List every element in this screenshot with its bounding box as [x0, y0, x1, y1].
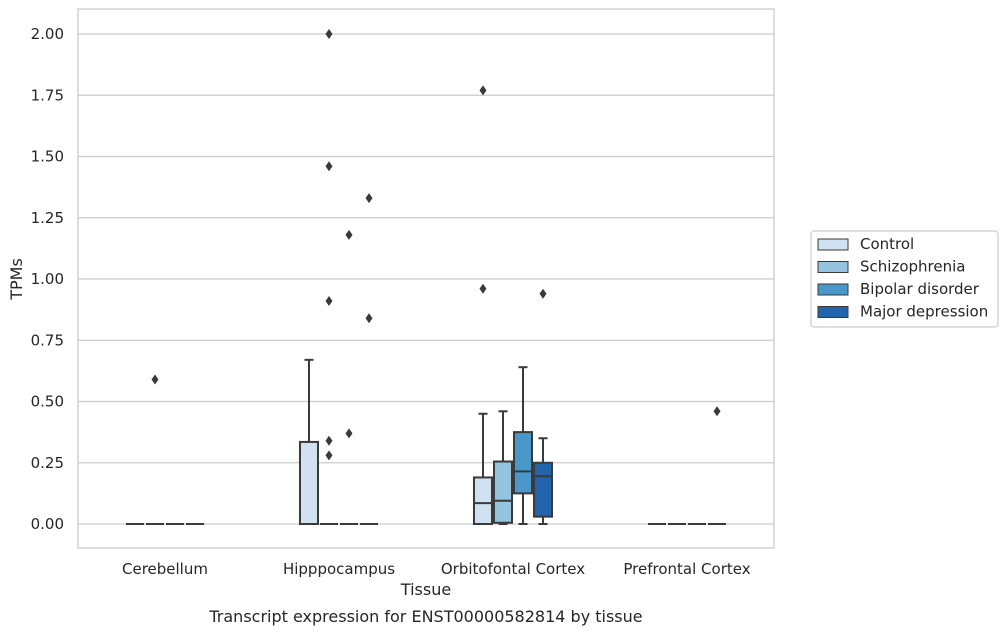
- x-tick-labels: Cerebellum Hipppocampus Orbitofontal Corte…: [122, 560, 751, 578]
- legend: Control Schizophrenia Bipolar disorder Majo…: [810, 230, 999, 328]
- box-series: [125, 29, 727, 526]
- x-axis-label: Tissue: [400, 580, 451, 599]
- legend-swatch: [817, 283, 849, 296]
- outlier-point: [345, 229, 353, 240]
- y-tick-label: 0.50: [31, 393, 64, 411]
- legend-label: Major depression: [860, 303, 988, 321]
- box-schizophrenia: [319, 29, 338, 525]
- y-axis-label: TPMs: [7, 258, 26, 301]
- legend-label: Schizophrenia: [860, 258, 965, 276]
- legend-swatch: [817, 306, 849, 318]
- legend-frame: [810, 230, 999, 328]
- legend-swatch: [817, 261, 849, 273]
- legend-label: Control: [860, 235, 914, 253]
- chart-caption: Transcript expression for ENST0000058281…: [208, 607, 642, 626]
- box-control: [472, 85, 493, 526]
- outlier-point: [325, 161, 333, 172]
- outlier-point: [325, 296, 333, 307]
- y-tick-label: 1.00: [31, 270, 64, 288]
- box-bipolar-disorder: [513, 366, 534, 525]
- outlier-point: [325, 29, 333, 39]
- legend-swatch: [817, 238, 849, 251]
- outlier-point: [479, 85, 487, 96]
- legend-label: Bipolar disorder: [860, 280, 980, 298]
- y-tick-label: 2.00: [31, 25, 64, 43]
- x-tick-label: Hipppocampus: [283, 560, 395, 578]
- outlier-point: [539, 288, 547, 299]
- outlier-point: [151, 374, 159, 385]
- box: [298, 440, 319, 525]
- y-tick-label: 1.50: [31, 148, 64, 166]
- box: [533, 461, 554, 518]
- box-schizophrenia: [492, 410, 513, 525]
- box-major-depression: [533, 288, 554, 525]
- y-tick-label: 0.75: [31, 331, 64, 349]
- outlier-point: [365, 313, 373, 324]
- box-major-depression: [708, 406, 727, 525]
- box-bipolar-disorder: [340, 229, 359, 525]
- y-tick-label: 0.00: [31, 515, 64, 533]
- y-tick-labels: 0.00 0.25 0.50 0.75 1.00 1.25 1.50 1.75 2.00: [31, 25, 64, 533]
- outlier-point: [365, 193, 373, 204]
- x-tick-label: Orbitofontal Cortex: [441, 560, 585, 578]
- box: [513, 431, 534, 495]
- box: [472, 476, 493, 526]
- outlier-point: [479, 283, 487, 294]
- outlier-point: [713, 406, 721, 417]
- box: [492, 460, 513, 524]
- grid-lines: [78, 33, 774, 525]
- box-major-depression: [360, 193, 379, 525]
- outlier-point: [345, 428, 353, 439]
- outlier-point: [325, 435, 333, 446]
- box-control: [298, 358, 319, 525]
- x-tick-label: Cerebellum: [122, 560, 208, 578]
- outlier-point: [325, 450, 333, 461]
- box-schizophrenia: [145, 374, 164, 525]
- y-tick-label: 1.75: [31, 86, 64, 104]
- x-tick-label: Prefrontal Cortex: [623, 560, 750, 578]
- y-tick-label: 0.25: [31, 454, 64, 472]
- y-tick-label: 1.25: [31, 209, 64, 227]
- plot-frame: [77, 8, 775, 549]
